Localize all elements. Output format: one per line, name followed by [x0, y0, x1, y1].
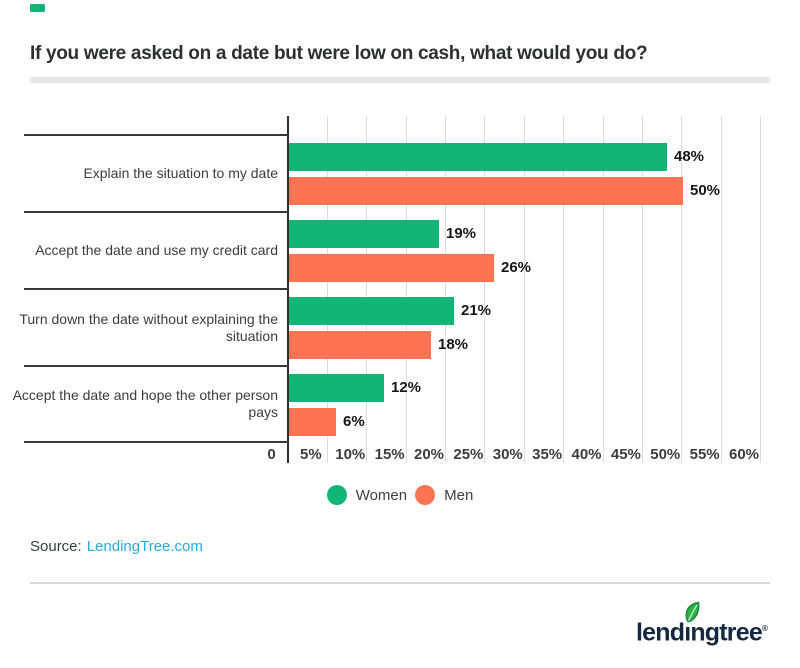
lendingtree-logo: lendıngtree®	[636, 601, 768, 647]
title-divider	[30, 77, 770, 83]
x-tick-label: 0	[267, 446, 276, 463]
x-tick-label: 30%	[492, 446, 523, 463]
x-tick-label: 35%	[532, 446, 563, 463]
bar-women-0	[289, 143, 667, 171]
registered-mark: ®	[761, 624, 768, 633]
chart-legend: Women Men	[0, 485, 800, 505]
bar-men-3	[289, 408, 336, 436]
category-label-line: Accept the date and use my credit card	[35, 242, 278, 258]
bar-men-2	[289, 331, 431, 359]
x-tick-label: 40%	[571, 446, 602, 463]
bar-value-label: 50%	[690, 182, 721, 199]
x-tick-label: 25%	[453, 446, 484, 463]
bar-women-1	[289, 220, 439, 248]
category-separator	[24, 441, 288, 443]
gridline	[760, 116, 761, 463]
men-legend-dot-icon	[415, 485, 436, 505]
category-label: Accept the date and hope the other perso…	[10, 366, 278, 442]
category-label-line: Explain the situation to my date	[83, 165, 278, 181]
gridline	[720, 116, 722, 463]
x-tick-label: 60%	[728, 446, 760, 463]
category-label-line: Accept the date and hope the other perso…	[12, 387, 278, 403]
category-label: Accept the date and use my credit card	[10, 212, 278, 289]
logo-wordmark: lendıngtree	[636, 618, 763, 647]
chart-title: If you were asked on a date but were low…	[30, 43, 648, 64]
category-separator	[24, 365, 288, 367]
bar-men-0	[289, 177, 683, 205]
bar-value-label: 48%	[674, 148, 705, 165]
gridline	[405, 116, 407, 463]
bar-value-label: 19%	[446, 225, 477, 242]
source-link[interactable]: LendingTree.com	[86, 538, 203, 555]
category-separator	[24, 288, 288, 290]
leaf-icon	[685, 601, 700, 623]
gridline	[681, 116, 683, 463]
category-separator	[24, 134, 288, 136]
gridline	[523, 116, 525, 463]
x-tick-label: 15%	[374, 446, 405, 463]
x-tick-label: 45%	[610, 446, 641, 463]
gridline	[641, 116, 643, 463]
x-tick-label: 50%	[650, 446, 681, 463]
bar-value-label: 21%	[461, 302, 492, 319]
x-tick-label: 20%	[413, 446, 445, 463]
gridline	[602, 116, 604, 463]
bar-value-label: 6%	[343, 413, 365, 430]
x-tick-label: 55%	[689, 446, 720, 463]
gridline	[484, 116, 486, 463]
brand-accent-mark	[30, 4, 45, 12]
footer-divider	[30, 582, 770, 584]
x-tick-label: 10%	[335, 446, 366, 463]
category-label: Explain the situation to my date	[10, 135, 278, 212]
source-label: Source:	[30, 538, 82, 555]
category-label-line: situation	[225, 327, 278, 344]
gridline	[366, 116, 368, 463]
gridline	[563, 116, 565, 463]
category-separator	[24, 211, 288, 213]
x-tick-label: 5%	[300, 446, 322, 463]
women-legend-dot-icon	[326, 485, 347, 505]
category-label-line: Turn down the date without explaining th…	[19, 310, 278, 327]
legend-label: Men	[444, 486, 474, 504]
category-label-line: pays	[248, 404, 278, 420]
category-label: Turn down the date without explaining th…	[10, 289, 278, 366]
bar-value-label: 26%	[501, 259, 532, 276]
bar-women-3	[289, 374, 384, 402]
legend-label: Women	[355, 486, 408, 504]
legend-item-men: Men	[415, 485, 473, 505]
source-row: Source: LendingTree.com	[30, 538, 203, 555]
gridline	[326, 116, 328, 463]
bar-value-label: 18%	[438, 336, 469, 353]
bar-women-2	[289, 297, 454, 325]
gridline	[445, 116, 446, 463]
legend-item-women: Women	[326, 485, 408, 505]
bar-value-label: 12%	[391, 379, 422, 396]
bar-men-1	[289, 254, 494, 282]
